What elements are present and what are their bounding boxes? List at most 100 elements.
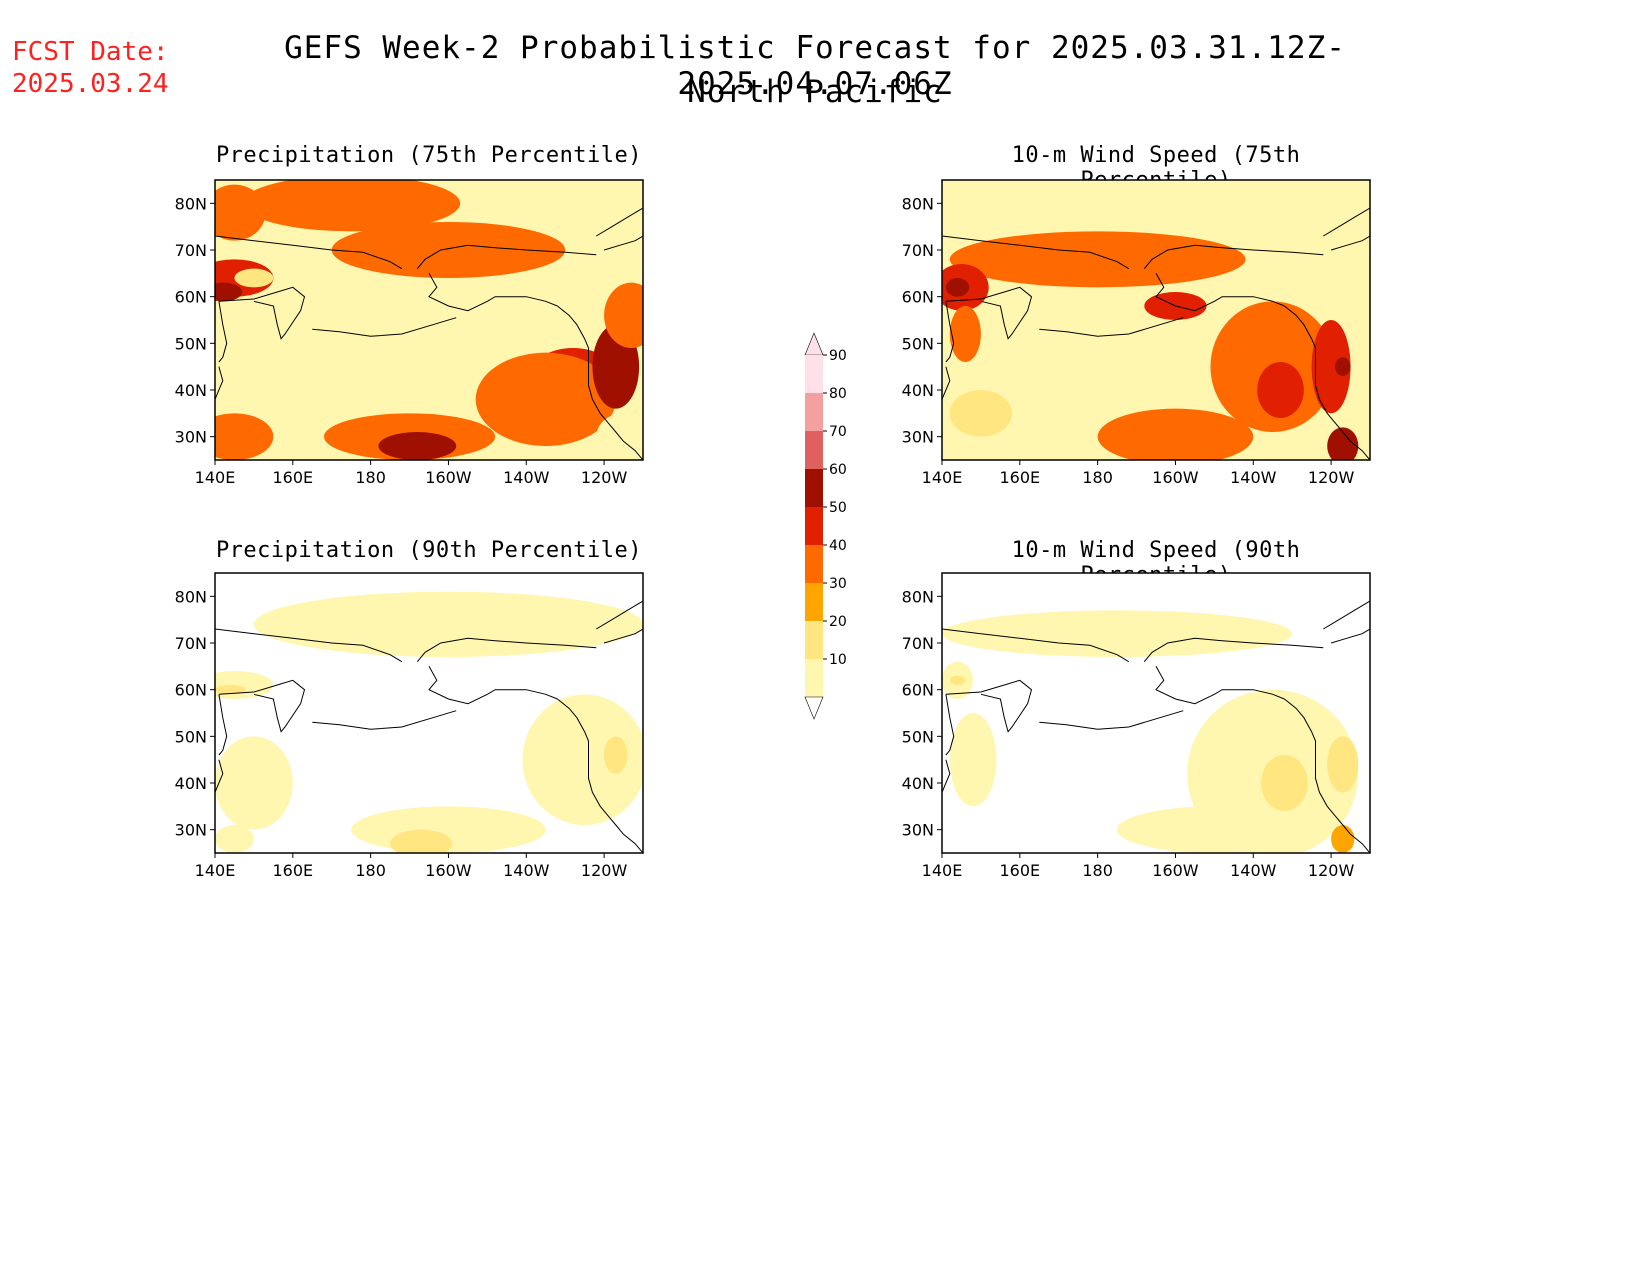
lon-label: 160E — [999, 468, 1040, 487]
coastline — [1143, 244, 1324, 270]
coastline — [428, 666, 558, 705]
lat-label: 30N — [902, 821, 934, 840]
colorbar-swatch — [805, 545, 823, 583]
map-frame — [941, 179, 1371, 461]
probability-contour — [378, 432, 457, 460]
coastline — [945, 679, 1033, 733]
probability-contour — [215, 736, 293, 830]
probability-contour — [942, 610, 1293, 657]
lat-label: 30N — [902, 428, 934, 447]
coastline — [215, 628, 403, 663]
coastline — [215, 366, 224, 402]
lat-label: 70N — [902, 241, 934, 260]
colorbar-label: 10 — [829, 652, 847, 668]
probability-contour — [1331, 825, 1355, 853]
probability-contour — [1117, 806, 1312, 853]
lon-label: 160W — [425, 468, 472, 487]
coastline — [1284, 698, 1370, 853]
coastline — [945, 301, 955, 363]
lat-label: 50N — [175, 334, 207, 353]
coastline — [1155, 273, 1285, 312]
lat-label: 40N — [175, 774, 207, 793]
colorbar-swatch — [805, 431, 823, 469]
lon-label: 180 — [1082, 468, 1113, 487]
coastline — [1155, 666, 1285, 705]
probability-contour — [215, 825, 254, 853]
panel-title-precip90: Precipitation (90th Percentile) — [215, 538, 643, 563]
lon-label: 160E — [999, 861, 1040, 880]
lat-label: 70N — [175, 634, 207, 653]
coastline — [942, 366, 951, 402]
coastline — [596, 600, 643, 630]
lat-label: 60N — [902, 288, 934, 307]
lon-label: 180 — [1082, 861, 1113, 880]
probability-contour — [945, 278, 970, 297]
wind90-map: 140E 160E 180 160W 140W 120W 80N 70N 60N 50N 40N 30… — [902, 572, 1371, 880]
lon-label: 140W — [1230, 861, 1277, 880]
coastline — [557, 698, 643, 853]
coastline — [218, 679, 306, 733]
coastline — [312, 317, 457, 337]
probability-contour — [343, 338, 437, 395]
probability-contour — [390, 829, 453, 853]
lon-label: 160E — [272, 468, 313, 487]
colorbar-label: 40 — [829, 538, 847, 554]
probability-contour — [604, 736, 628, 774]
lat-label: 80N — [175, 587, 207, 606]
lat-label: 80N — [902, 587, 934, 606]
lat-label: 60N — [175, 288, 207, 307]
lon-label: 120W — [1308, 468, 1355, 487]
coastline — [215, 759, 224, 795]
probability-contour — [215, 184, 266, 241]
precip90-map: 140E 160E 180 160W 140W 120W 80N 70N 60N 50N 40N 30… — [175, 572, 644, 880]
probability-contour — [949, 713, 997, 807]
lat-label: 70N — [175, 241, 207, 260]
wind75-map: 140E 160E 180 160W 140W 120W 80N 70N 60N 50N 40N 30… — [902, 179, 1371, 487]
lat-label: 40N — [175, 381, 207, 400]
region-subtitle: North Pacific — [687, 74, 943, 110]
lon-label: 140E — [922, 861, 963, 880]
colorbar-swatch — [805, 469, 823, 507]
lon-label: 160E — [272, 861, 313, 880]
lat-label: 50N — [175, 727, 207, 746]
probability-contour — [1035, 329, 1160, 404]
colorbar-label: 50 — [829, 500, 847, 516]
probability-contour — [949, 675, 966, 685]
coastline — [218, 286, 306, 340]
coastline — [1330, 628, 1370, 644]
coastline — [428, 273, 558, 312]
lat-label: 50N — [902, 727, 934, 746]
probability-contour — [1327, 427, 1359, 460]
coastline — [312, 710, 457, 730]
probability-contour — [949, 231, 1246, 288]
lat-label: 30N — [175, 821, 207, 840]
lat-label: 80N — [175, 194, 207, 213]
colorbar-swatch — [805, 355, 823, 393]
coastline — [1330, 235, 1370, 251]
colorbar-bottom-cap — [804, 696, 824, 720]
probability-contour — [522, 694, 643, 825]
coastline — [603, 235, 643, 251]
colorbar-label: 20 — [829, 614, 847, 630]
lon-label: 140W — [1230, 468, 1277, 487]
probability-contour — [475, 352, 616, 446]
coastline — [215, 235, 403, 270]
lon-label: 160W — [1152, 468, 1199, 487]
colorbar-swatch — [805, 393, 823, 431]
colorbar-swatch — [805, 583, 823, 621]
lon-label: 140E — [195, 468, 236, 487]
panel-title-precip75: Precipitation (75th Percentile) — [215, 143, 643, 168]
probability-contour — [242, 180, 461, 232]
colorbar-label: 70 — [829, 424, 847, 440]
lon-label: 160W — [425, 861, 472, 880]
probability-contour — [331, 222, 566, 278]
colorbar-label: 90 — [829, 348, 847, 364]
probability-contour — [234, 268, 274, 288]
lat-label: 80N — [902, 194, 934, 213]
lat-label: 60N — [902, 681, 934, 700]
coastline — [416, 244, 597, 270]
coastline — [945, 694, 955, 756]
lat-label: 40N — [902, 381, 934, 400]
probability-contour — [215, 413, 274, 460]
map-frame — [214, 572, 644, 854]
